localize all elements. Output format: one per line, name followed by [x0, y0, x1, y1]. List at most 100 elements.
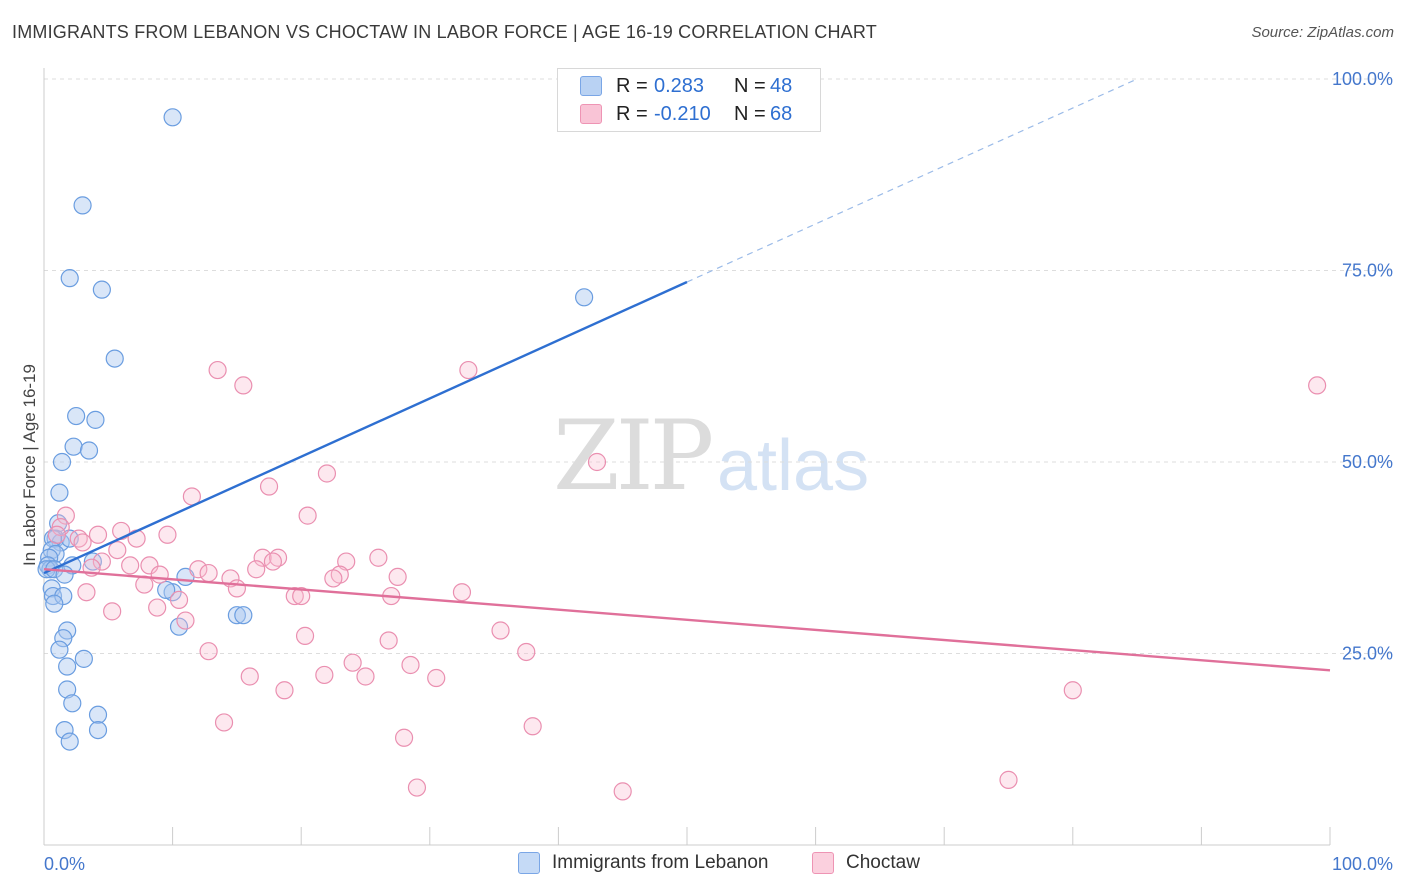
data-point-choctaw [343, 653, 362, 672]
data-point-lebanon [55, 720, 74, 740]
data-point-choctaw [613, 782, 632, 801]
trend-line-choctaw [43, 568, 1331, 672]
chart-title: IMMIGRANTS FROM LEBANON VS CHOCTAW IN LA… [12, 22, 877, 42]
data-point-choctaw [199, 642, 218, 661]
data-point-lebanon [92, 280, 111, 299]
trend-line-lebanon [43, 280, 688, 575]
data-point-choctaw [208, 360, 227, 380]
data-point-choctaw [148, 598, 167, 617]
data-point-choctaw [199, 563, 218, 583]
data-point-choctaw [369, 548, 388, 567]
data-point-lebanon [60, 732, 79, 751]
data-point-choctaw [379, 631, 398, 650]
data-point-lebanon [54, 629, 73, 648]
data-point-choctaw [999, 770, 1018, 789]
x-tick-label: 100.0% [1332, 854, 1393, 874]
legend-swatch-choctaw [812, 852, 834, 874]
legend-row-choctaw: R = -0.210 N = 68 [558, 101, 792, 127]
data-point-lebanon [45, 594, 64, 613]
data-point-choctaw [394, 728, 414, 747]
data-point-choctaw [169, 590, 189, 609]
data-point-lebanon [43, 586, 63, 606]
data-point-lebanon [63, 694, 82, 713]
data-point-choctaw [324, 569, 343, 588]
data-point-choctaw [587, 452, 607, 472]
data-point-lebanon [234, 606, 253, 625]
data-point-choctaw [240, 667, 259, 686]
data-point-lebanon [40, 548, 59, 567]
data-point-choctaw [295, 626, 315, 645]
legend-r-label: R = [616, 102, 648, 125]
data-point-choctaw [92, 552, 111, 571]
data-point-choctaw [317, 464, 337, 483]
legend-swatch-lebanon [518, 852, 540, 874]
legend-n-value: 48 [770, 74, 793, 97]
data-point-choctaw [517, 642, 536, 662]
data-point-lebanon [60, 269, 79, 288]
data-point-choctaw [176, 611, 195, 630]
data-point-lebanon [52, 452, 72, 472]
data-point-choctaw [1063, 681, 1082, 700]
data-point-lebanon [58, 680, 77, 699]
data-point-lebanon [50, 483, 69, 502]
data-point-choctaw [140, 556, 159, 575]
y-tick-label: 100.0% [1332, 69, 1393, 89]
data-point-choctaw [77, 583, 96, 602]
data-point-choctaw [491, 621, 510, 640]
y-axis-label: In Labor Force | Age 16-19 [20, 364, 39, 566]
legend-n-label: N = [734, 102, 766, 125]
legend-item-lebanon: Immigrants from Lebanon [518, 852, 769, 874]
watermark-atlas: atlas [717, 426, 870, 506]
legend-r-label: R = [616, 74, 648, 97]
legend-label-lebanon: Immigrants from Lebanon [552, 852, 769, 873]
data-point-choctaw [259, 477, 279, 496]
data-point-choctaw [56, 506, 75, 525]
data-point-lebanon [227, 606, 246, 625]
data-point-choctaw [356, 667, 375, 686]
data-point-choctaw [189, 560, 208, 579]
data-point-lebanon [163, 108, 182, 127]
y-tick-label: 50.0% [1342, 452, 1393, 472]
legend-swatch-lebanon [580, 76, 602, 96]
data-point-choctaw [263, 552, 283, 571]
y-tick-label: 75.0% [1342, 261, 1393, 281]
legend-row-lebanon: R = 0.283 N = 48 [558, 73, 792, 99]
data-point-choctaw [253, 548, 272, 567]
data-point-choctaw [298, 506, 317, 525]
watermark-zip: ZIP [553, 400, 714, 512]
series-legend: Immigrants from Lebanon Choctaw [0, 852, 1406, 878]
data-point-choctaw [247, 560, 266, 579]
data-point-lebanon [105, 349, 124, 368]
data-point-lebanon [74, 649, 93, 668]
data-point-choctaw [459, 360, 478, 380]
data-point-choctaw [452, 583, 472, 602]
data-point-choctaw [227, 579, 246, 598]
data-point-choctaw [150, 565, 169, 584]
data-point-choctaw [523, 717, 542, 736]
trend-line-extension-lebanon [686, 78, 1138, 283]
legend-n-label: N = [734, 74, 766, 97]
data-point-lebanon [73, 196, 92, 215]
data-point-choctaw [427, 668, 446, 688]
data-point-choctaw [108, 540, 127, 560]
data-point-choctaw [275, 681, 294, 700]
legend-item-choctaw: Choctaw [812, 852, 920, 874]
data-point-choctaw [407, 778, 427, 797]
data-point-choctaw [73, 533, 92, 552]
legend-swatch-choctaw [580, 104, 602, 124]
data-point-choctaw [285, 586, 304, 606]
stats-legend: R = 0.283 N = 48 R = -0.210 N = 68 [557, 68, 821, 132]
data-point-lebanon [50, 640, 69, 659]
legend-r-value: 0.283 [654, 74, 705, 97]
data-point-lebanon [58, 657, 77, 676]
source-credit: Source: ZipAtlas.com [1251, 24, 1394, 41]
x-tick-label: 0.0% [44, 854, 85, 874]
data-point-lebanon [88, 705, 108, 724]
legend-r-value: -0.210 [654, 102, 711, 125]
data-point-choctaw [121, 556, 140, 575]
data-point-lebanon [79, 441, 99, 460]
data-point-lebanon [64, 437, 83, 456]
legend-n-value: 68 [770, 102, 793, 125]
data-point-lebanon [157, 580, 176, 600]
